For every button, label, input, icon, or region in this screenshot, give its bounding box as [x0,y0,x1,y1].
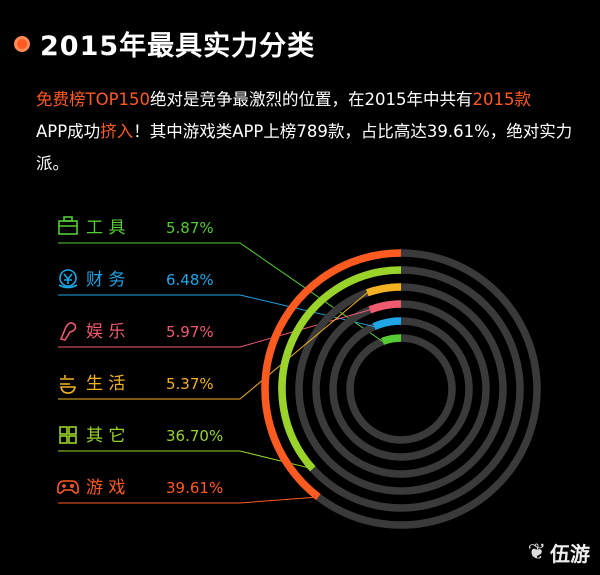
entertainment-icon [59,322,77,341]
desc-highlight-1: 免费榜TOP150 [36,90,151,109]
title-row: 2015年最具实力分类 [14,24,315,63]
ring-arc-toolbox [381,334,402,345]
desc-text-1: 绝对是竞争最激烈的位置，在2015年中共有 [150,90,473,109]
title-bullet-icon [14,35,30,52]
category-label-grid: 其 它 [86,426,125,446]
leader-line-life [58,292,368,400]
desc-highlight-3: 挤入 [100,122,134,141]
ring-arc-finance [372,317,402,331]
value-label-life: 5.37% [166,375,214,393]
desc-text-2: APP成功 [36,122,101,141]
ring-track-entertainment [312,300,490,478]
value-label-finance: 6.48% [166,271,214,289]
category-label-gamepad: 游 戏 [86,478,125,498]
ring-track-toolbox [346,334,456,444]
category-label-toolbox: 工 具 [86,218,125,238]
watermark-text: 伍游 [550,542,590,566]
ring-arc-life [365,283,402,297]
desc-text-3: ！其中游戏类APP上榜789款，占比高达39.61%，绝对实力派。 [36,122,573,173]
category-label-entertainment: 娱 乐 [86,322,125,342]
desc-highlight-2: 2015款 [472,90,532,109]
grid-icon [59,426,77,444]
value-label-grid: 36.70% [166,427,223,445]
leader-line-gamepad [58,496,319,504]
watermark-logo-icon: ❦ [527,540,546,565]
ring-arc-grid [278,266,402,472]
value-label-entertainment: 5.97% [166,323,214,341]
finance-icon [58,269,78,289]
value-label-gamepad: 39.61% [166,479,223,497]
description: 免费榜TOP150绝对是竞争最激烈的位置，在2015年中共有2015款 APP成功… [36,84,576,180]
value-label-toolbox: 5.87% [166,219,214,237]
toolbox-icon [58,216,78,235]
ring-arc-gamepad [261,249,402,501]
watermark: ❦ 伍游 [528,538,590,567]
page-title: 2015年最具实力分类 [40,31,316,62]
gamepad-icon [57,480,79,494]
category-label-finance: 财 务 [86,270,125,290]
life-icon [60,375,76,394]
ring-arc-entertainment [368,300,402,314]
leader-line-grid [58,450,313,470]
category-label-life: 生 活 [86,374,125,394]
